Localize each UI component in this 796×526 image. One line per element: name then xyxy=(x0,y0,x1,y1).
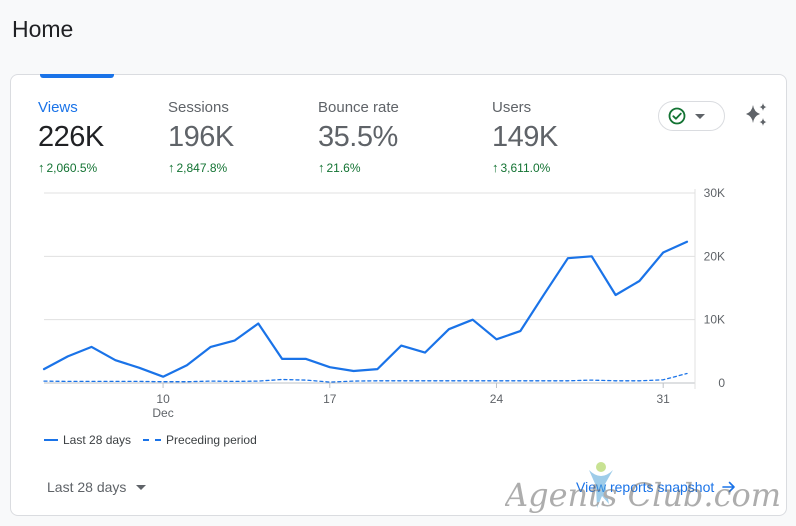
metric-sessions-change: ↑ 2,847.8% xyxy=(168,160,234,175)
status-dropdown[interactable] xyxy=(658,101,725,131)
x-tick-label: 24 xyxy=(490,392,504,406)
arrow-up-icon: ↑ xyxy=(168,160,175,175)
metric-views-label: Views xyxy=(38,99,78,116)
arrow-up-icon: ↑ xyxy=(318,160,325,175)
metric-bounce-rate-value: 35.5% xyxy=(318,121,398,153)
metric-sessions-label: Sessions xyxy=(168,99,229,116)
chevron-down-icon xyxy=(695,113,705,119)
solid-line-swatch xyxy=(44,439,58,441)
arrow-up-icon: ↑ xyxy=(38,160,45,175)
legend-item-previous[interactable]: Preceding period xyxy=(143,433,257,447)
page-title: Home xyxy=(12,16,74,42)
metric-sessions-change-text: 2,847.8% xyxy=(176,161,228,175)
y-tick-label: 30K xyxy=(704,186,725,200)
x-tick-label: 17 xyxy=(323,392,337,406)
overview-card: Views 226K ↑ 2,060.5% Sessions 196K ↑ 2,84… xyxy=(10,74,787,516)
y-tick-label: 10K xyxy=(704,313,725,327)
metric-views-change-text: 2,060.5% xyxy=(46,161,98,175)
metric-views-change: ↑ 2,060.5% xyxy=(38,160,104,175)
metric-users[interactable]: Users 149K ↑ 3,611.0% xyxy=(492,99,558,175)
date-range-label: Last 28 days xyxy=(47,479,127,495)
metric-users-change: ↑ 3,611.0% xyxy=(492,160,558,175)
series-line-preceding-period xyxy=(43,372,688,383)
legend-current-label: Last 28 days xyxy=(63,433,132,447)
chart-legend: Last 28 days Preceding period xyxy=(44,433,257,447)
active-metric-indicator xyxy=(40,74,114,78)
arrow-up-icon: ↑ xyxy=(492,160,499,175)
arrow-right-icon xyxy=(722,481,736,493)
x-tick-sublabel: Dec xyxy=(152,406,173,420)
x-tick-label: 31 xyxy=(657,392,671,406)
metric-bounce-rate-change: ↑ 21.6% xyxy=(318,160,399,175)
metric-sessions-value: 196K xyxy=(168,121,234,153)
date-range-dropdown[interactable]: Last 28 days xyxy=(47,479,147,495)
metric-bounce-rate[interactable]: Bounce rate 35.5% ↑ 21.6% xyxy=(318,99,399,175)
series-line-last-28-days xyxy=(42,240,689,378)
snapshot-link-label: View reports snapshot xyxy=(576,479,715,495)
metric-sessions[interactable]: Sessions 196K ↑ 2,847.8% xyxy=(168,99,234,175)
caret-down-icon xyxy=(136,484,147,490)
x-tick-label: 10 xyxy=(156,392,170,406)
y-tick-label: 20K xyxy=(704,249,725,263)
legend-item-current[interactable]: Last 28 days xyxy=(44,433,131,447)
y-tick-label: 0 xyxy=(718,376,725,390)
check-circle-icon xyxy=(668,107,686,125)
metric-users-change-text: 3,611.0% xyxy=(500,161,551,175)
metric-views[interactable]: Views 226K ↑ 2,060.5% xyxy=(38,99,104,175)
metric-users-label: Users xyxy=(492,99,532,116)
metric-views-value: 226K xyxy=(38,121,104,153)
metric-bounce-rate-change-text: 21.6% xyxy=(326,161,361,175)
view-reports-snapshot-link[interactable]: View reports snapshot xyxy=(576,479,736,495)
metric-users-value: 149K xyxy=(492,121,558,153)
legend-previous-label: Preceding period xyxy=(166,433,257,447)
sparkle-icon[interactable] xyxy=(742,101,770,129)
dashed-line-swatch xyxy=(143,439,162,441)
metric-bounce-rate-label: Bounce rate xyxy=(318,99,399,116)
